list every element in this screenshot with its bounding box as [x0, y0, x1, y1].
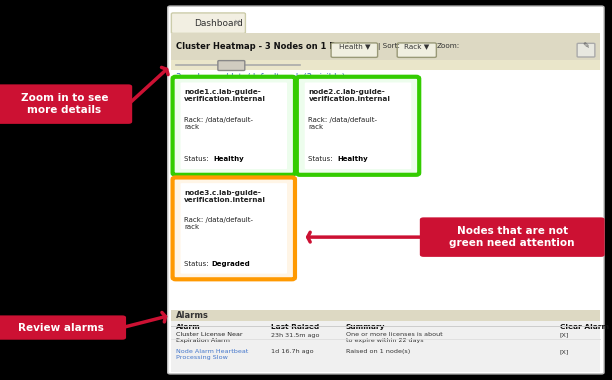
Text: node2.c.lab-guide-
verification.internal: node2.c.lab-guide- verification.internal [308, 89, 390, 102]
Text: Rack ▼: Rack ▼ [404, 43, 430, 49]
Text: ✎: ✎ [582, 42, 589, 51]
Bar [171, 33, 600, 60]
FancyBboxPatch shape [168, 6, 604, 374]
Text: Last Raised: Last Raised [271, 324, 319, 330]
Text: Alarms: Alarms [176, 311, 209, 320]
FancyBboxPatch shape [181, 183, 287, 274]
Text: Status:: Status: [184, 156, 211, 162]
Text: Rack: /data/default-
rack: Rack: /data/default- rack [184, 117, 253, 130]
Text: Degraded: Degraded [211, 261, 250, 267]
FancyBboxPatch shape [218, 61, 245, 71]
Text: Health ▼: Health ▼ [338, 43, 370, 49]
FancyBboxPatch shape [0, 84, 132, 124]
FancyBboxPatch shape [305, 82, 411, 169]
Text: Status:: Status: [308, 156, 335, 162]
Text: Rack: /data/default-
rack: Rack: /data/default- rack [308, 117, 378, 130]
FancyBboxPatch shape [181, 82, 287, 169]
Bar [171, 310, 600, 321]
Text: Raised on 1 node(s): Raised on 1 node(s) [346, 349, 410, 354]
Text: Cluster License Near
Expiration Alarm: Cluster License Near Expiration Alarm [176, 332, 243, 343]
Text: 3 nodes on /data/default-rack (3 visible): 3 nodes on /data/default-rack (3 visible… [176, 73, 345, 82]
Text: Rack: /data/default-
rack: Rack: /data/default- rack [184, 217, 253, 230]
Text: Healthy: Healthy [338, 156, 368, 162]
Text: [X]: [X] [560, 349, 569, 354]
FancyBboxPatch shape [331, 43, 378, 57]
FancyBboxPatch shape [173, 77, 295, 175]
Bar [171, 60, 600, 70]
Text: ▾: ▾ [340, 73, 348, 83]
Text: Cluster Heatmap - 3 Nodes on 1 Racks: Cluster Heatmap - 3 Nodes on 1 Racks [176, 42, 357, 51]
FancyBboxPatch shape [397, 43, 436, 57]
Text: | Sort:: | Sort: [378, 43, 400, 50]
Text: [X]: [X] [560, 332, 569, 337]
Text: Node Alarm Heartbeat
Processing Slow: Node Alarm Heartbeat Processing Slow [176, 349, 248, 359]
Text: Nodes that are not
green need attention: Nodes that are not green need attention [449, 226, 575, 248]
FancyBboxPatch shape [420, 217, 605, 257]
Text: Clear Alarm: Clear Alarm [560, 324, 609, 330]
FancyBboxPatch shape [577, 43, 595, 57]
Text: Status:: Status: [184, 261, 211, 267]
Text: 23h 31.5m ago: 23h 31.5m ago [271, 332, 319, 337]
Text: Zoom:: Zoom: [437, 43, 460, 49]
Text: node3.c.lab-guide-
verification.internal: node3.c.lab-guide- verification.internal [184, 190, 266, 203]
Text: Dashboard: Dashboard [195, 19, 244, 28]
FancyBboxPatch shape [173, 177, 295, 279]
Text: ×: × [234, 19, 241, 28]
Text: 1d 16.7h ago: 1d 16.7h ago [271, 349, 313, 354]
Text: One or more licenses is about
to expire within 22 days: One or more licenses is about to expire … [346, 332, 442, 343]
Text: node1.c.lab-guide-
verification.internal: node1.c.lab-guide- verification.internal [184, 89, 266, 102]
Text: Review alarms: Review alarms [18, 323, 104, 332]
Bar [171, 321, 600, 372]
FancyBboxPatch shape [171, 13, 245, 33]
Text: Alarm: Alarm [176, 324, 201, 330]
Text: Summary: Summary [346, 324, 385, 330]
FancyBboxPatch shape [297, 77, 419, 175]
FancyBboxPatch shape [0, 315, 126, 340]
Text: Healthy: Healthy [214, 156, 244, 162]
Text: Zoom in to see
more details: Zoom in to see more details [21, 93, 108, 115]
